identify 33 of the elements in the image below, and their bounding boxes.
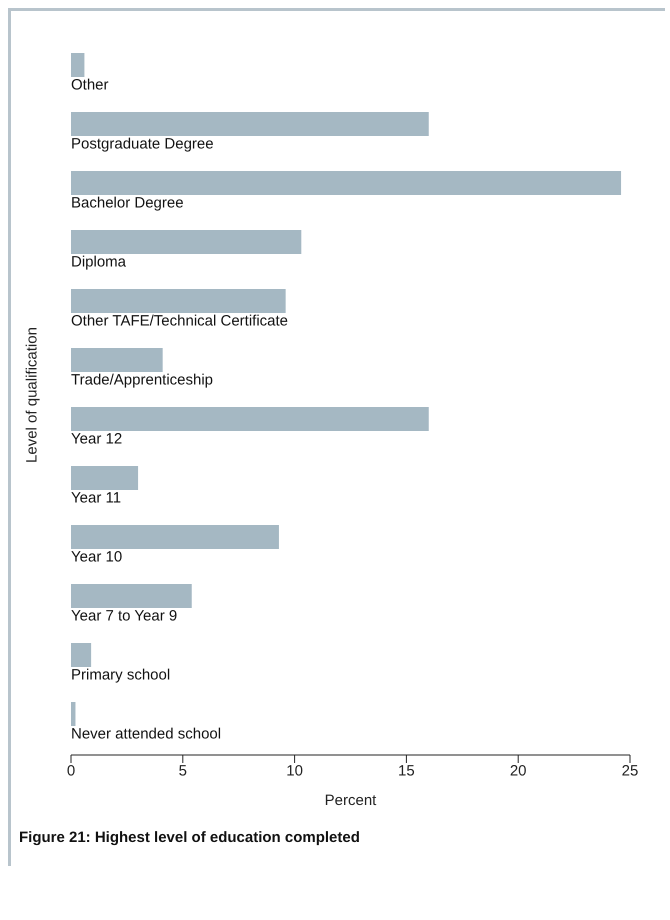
y-tick-label: Year 10	[71, 548, 122, 566]
y-tick-label: Bachelor Degree	[71, 194, 184, 212]
bar	[71, 407, 429, 431]
y-tick-label: Other TAFE/Technical Certificate	[71, 312, 288, 330]
bar	[71, 53, 84, 77]
y-tick-label: Diploma	[71, 254, 127, 270]
y-tick-label: Other	[71, 76, 109, 94]
y-tick-label: Never attended school	[71, 726, 222, 742]
y-axis-title: Level of qualification	[23, 327, 40, 463]
bar	[71, 112, 429, 136]
bar	[71, 289, 286, 313]
x-tick-label: 20	[510, 762, 527, 780]
bar	[71, 348, 163, 372]
text: Figure 21: Highest level of education completed	[18, 828, 361, 848]
y-tick-label: Year 11	[71, 490, 122, 506]
bar	[71, 230, 302, 254]
y-tick-label: Trade/Apprenticeship	[71, 372, 214, 388]
bar	[71, 171, 622, 195]
x-tick-label: 5	[178, 762, 187, 780]
x-tick-label: 25	[622, 762, 638, 780]
bar	[71, 702, 76, 726]
y-tick-label: Year 7 to Year 9	[71, 608, 178, 624]
bar	[71, 584, 192, 608]
x-tick-label: 0	[66, 762, 76, 780]
y-tick-label: Postgraduate Degree	[71, 136, 214, 152]
bar	[71, 525, 279, 549]
bar	[71, 466, 138, 490]
x-tick-label: 10	[286, 762, 303, 780]
x-tick-label: 15	[398, 762, 415, 780]
x-axis-title: Percent	[324, 792, 378, 809]
y-tick-label: Year 12	[71, 430, 122, 448]
bar	[71, 643, 92, 667]
y-tick-label: Primary school	[71, 666, 170, 684]
